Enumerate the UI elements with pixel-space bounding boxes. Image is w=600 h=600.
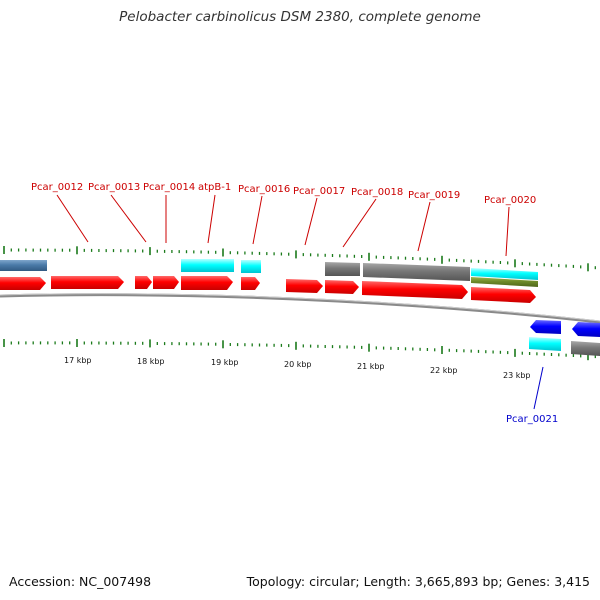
feature-block-olive-pcar0020	[471, 277, 538, 287]
gene-label: Pcar_0016	[238, 184, 290, 195]
genome-backbone-highlight	[0, 293, 600, 322]
gene-label: atpB-1	[198, 182, 231, 193]
callout-pcar0017	[304, 197, 318, 246]
gene-label: Pcar_0012	[31, 182, 83, 193]
cds-forward-arrow	[153, 276, 179, 289]
gene-label: Pcar_0017	[293, 186, 345, 197]
cds-forward-arrow	[241, 277, 260, 290]
map-title: Pelobacter carbinolicus DSM 2380, comple…	[119, 9, 481, 25]
feature-block-gray-pcar0019	[363, 263, 470, 281]
cds-forward-arrow	[181, 276, 233, 290]
scale-label: 17 kbp	[64, 356, 92, 365]
scale-label: 20 kbp	[284, 360, 312, 369]
feature-block-gray-pcar0018	[325, 262, 360, 276]
callout-pcar0016	[252, 195, 263, 245]
cds-forward-arrow	[325, 280, 359, 294]
cds-forward-arrow	[135, 276, 152, 289]
callout-pcar0021	[533, 366, 544, 410]
accession-label: Accession: NC_007498	[9, 574, 152, 589]
genome-summary-label: Topology: circular; Length: 3,665,893 bp…	[246, 574, 590, 589]
scale-label: 19 kbp	[211, 358, 239, 367]
cds-forward-arrow	[362, 281, 468, 299]
callout-pcar0018	[342, 198, 377, 248]
scale-label: 22 kbp	[430, 366, 458, 375]
cds-forward-arrow	[471, 287, 536, 303]
feature-block-steel	[0, 260, 47, 271]
rna-feature-atpb	[181, 259, 234, 272]
scale-label: 18 kbp	[137, 357, 165, 366]
callout-pcar0020	[505, 206, 510, 257]
scale-label: 21 kbp	[357, 362, 385, 371]
callout-pcar0013	[110, 194, 147, 243]
gene-label: Pcar_0018	[351, 187, 403, 198]
callout-atpb	[207, 194, 216, 244]
scale-label: 23 kbp	[503, 371, 531, 380]
callout-pcar0012	[56, 194, 89, 243]
cds-forward-arrow	[286, 279, 323, 293]
rna-feature-pcar0020	[471, 268, 538, 280]
callout-pcar0019	[417, 201, 431, 252]
gene-label: Pcar_0020	[484, 195, 536, 206]
genome-backbone	[0, 293, 600, 324]
cds-forward-arrow	[51, 276, 124, 289]
rna-feature-pcar0016	[241, 260, 261, 273]
gene-label: Pcar_0014	[143, 182, 195, 193]
feature-block-gray-reverse	[571, 341, 600, 356]
cds-reverse-arrow	[572, 322, 600, 337]
cds-reverse-arrow	[530, 320, 561, 334]
gene-label: Pcar_0019	[408, 190, 460, 201]
inner-tick-row	[3, 339, 596, 361]
gene-label: Pcar_0013	[88, 182, 140, 193]
gene-label-reverse: Pcar_0021	[506, 414, 558, 425]
cds-forward-arrow	[0, 277, 46, 290]
outer-tick-row	[3, 246, 596, 272]
rna-feature-pcar0021	[529, 337, 561, 351]
